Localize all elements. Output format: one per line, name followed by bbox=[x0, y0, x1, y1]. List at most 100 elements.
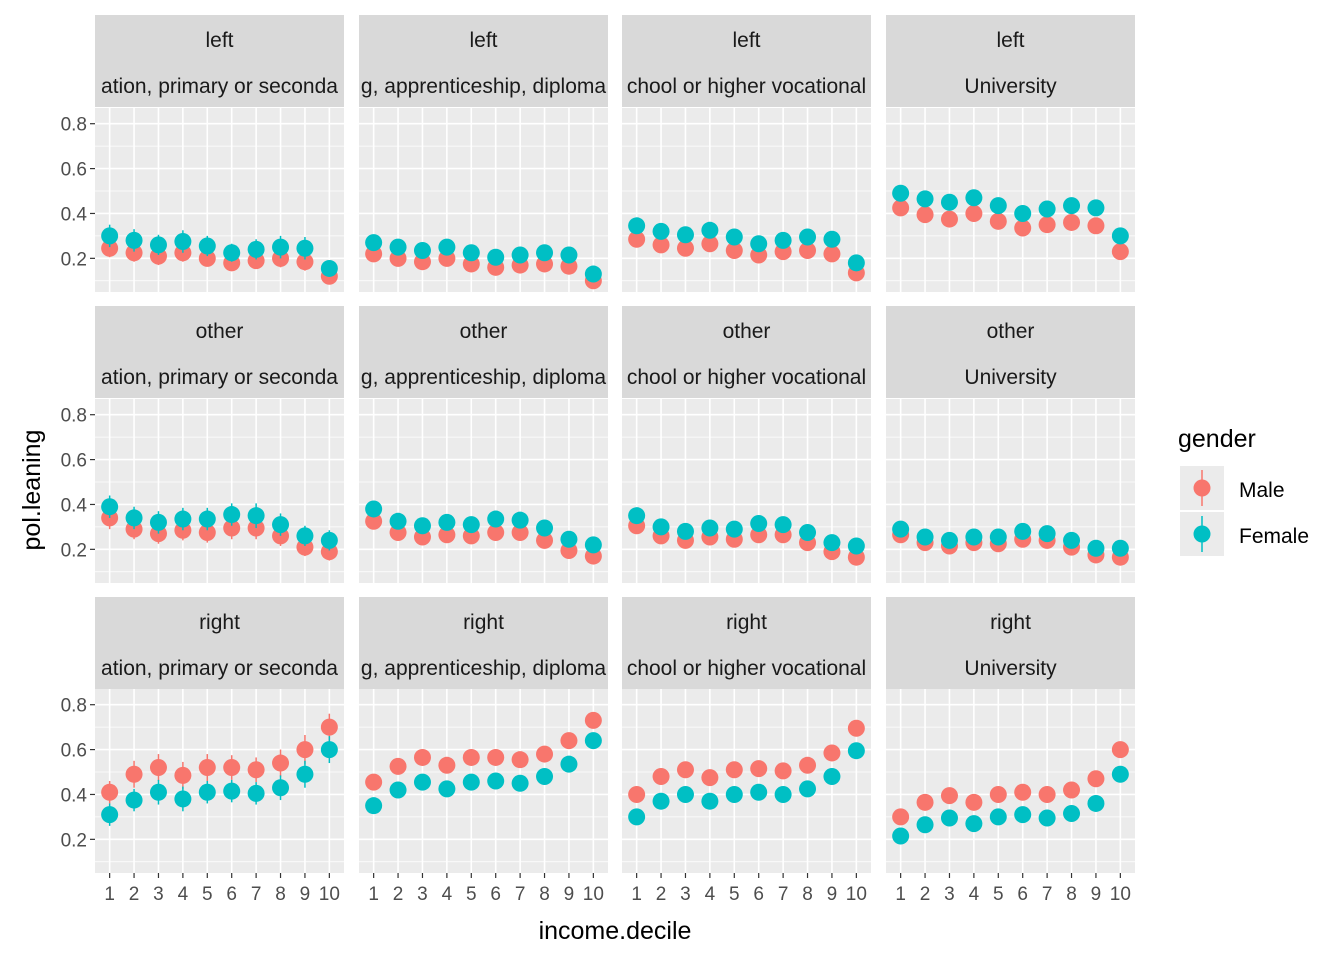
point-male bbox=[198, 249, 216, 267]
point-female bbox=[296, 527, 314, 545]
point-female bbox=[989, 528, 1007, 546]
point-male bbox=[101, 783, 119, 801]
strip-row-label: right bbox=[990, 611, 1031, 634]
point-female bbox=[750, 515, 768, 533]
x-tick-label: 1 bbox=[895, 884, 906, 905]
x-tick-label: 4 bbox=[705, 884, 716, 905]
y-tick-label: 0.4 bbox=[61, 495, 88, 516]
point-male bbox=[1063, 781, 1081, 799]
strip-col-label: ation, primary or seconda bbox=[101, 366, 338, 389]
point-female bbox=[940, 531, 958, 549]
point-female bbox=[389, 238, 407, 256]
strip-row-label: right bbox=[463, 611, 504, 634]
point-female bbox=[247, 507, 265, 525]
point-female bbox=[560, 755, 578, 773]
x-tick-label: 1 bbox=[631, 884, 642, 905]
point-female bbox=[916, 816, 934, 834]
panel-right-2: right g, apprenticeship, diploma 1 2 3 4 5 6 7 8 9… bbox=[359, 597, 608, 905]
x-tick-label: 1 bbox=[368, 884, 379, 905]
x-tick-label: 6 bbox=[1017, 884, 1028, 905]
strip-col-label: g, apprenticeship, diploma bbox=[361, 366, 606, 389]
point-male bbox=[223, 759, 241, 777]
point-female bbox=[462, 773, 480, 791]
point-female bbox=[511, 511, 529, 529]
point-female bbox=[560, 530, 578, 548]
point-male bbox=[1038, 216, 1056, 234]
point-female bbox=[223, 244, 241, 262]
legend-key-point-male bbox=[1193, 479, 1211, 497]
point-female bbox=[1038, 525, 1056, 543]
point-female bbox=[487, 248, 505, 266]
point-female bbox=[296, 239, 314, 257]
point-male bbox=[774, 762, 792, 780]
point-female bbox=[125, 231, 143, 249]
point-female bbox=[101, 227, 119, 245]
x-tick-label: 1 bbox=[104, 884, 115, 905]
point-male bbox=[965, 204, 983, 222]
legend: gender Male Female bbox=[1178, 425, 1309, 556]
point-female bbox=[413, 773, 431, 791]
point-female bbox=[799, 524, 817, 542]
point-female bbox=[198, 783, 216, 801]
x-tick-label: 10 bbox=[1110, 884, 1131, 905]
point-female bbox=[799, 228, 817, 246]
x-tick-label: 7 bbox=[1042, 884, 1053, 905]
point-female bbox=[1063, 197, 1081, 215]
y-tick-label: 0.8 bbox=[61, 696, 87, 717]
strip-col-label: University bbox=[964, 75, 1057, 98]
point-male bbox=[652, 768, 670, 786]
point-female bbox=[413, 241, 431, 259]
point-female bbox=[892, 184, 910, 202]
y-tick-label: 0.2 bbox=[61, 249, 87, 270]
x-tick-label: 4 bbox=[178, 884, 189, 905]
point-female bbox=[125, 509, 143, 527]
x-tick-label: 3 bbox=[944, 884, 955, 905]
point-female bbox=[125, 791, 143, 809]
point-male bbox=[847, 719, 865, 737]
x-tick-label: 4 bbox=[442, 884, 453, 905]
x-tick-label: 8 bbox=[1066, 884, 1077, 905]
strip-background bbox=[359, 597, 608, 689]
strip-background bbox=[622, 15, 871, 107]
point-female bbox=[438, 513, 456, 531]
y-tick-label: 0.2 bbox=[61, 540, 87, 561]
strip-row-label: right bbox=[199, 611, 240, 634]
panel-other-3: other chool or higher vocational bbox=[622, 306, 871, 583]
point-female bbox=[1087, 199, 1105, 217]
point-male bbox=[101, 239, 119, 257]
point-female bbox=[149, 783, 167, 801]
panel-left-1: left ation, primary or seconda 0.2 0.4 0.6 0.… bbox=[61, 15, 344, 292]
point-female bbox=[365, 500, 383, 518]
point-female bbox=[198, 510, 216, 528]
strip-col-label: g, apprenticeship, diploma bbox=[361, 657, 606, 680]
point-male bbox=[892, 199, 910, 217]
point-male bbox=[296, 253, 314, 271]
point-female bbox=[438, 780, 456, 798]
point-male bbox=[823, 245, 841, 263]
point-female bbox=[511, 774, 529, 792]
point-female bbox=[940, 193, 958, 211]
point-female bbox=[272, 238, 290, 256]
x-tick-label: 2 bbox=[656, 884, 667, 905]
point-male bbox=[701, 769, 719, 787]
point-female bbox=[487, 510, 505, 528]
point-female bbox=[584, 265, 602, 283]
strip-row-label: other bbox=[460, 320, 508, 343]
x-tick-label: 6 bbox=[226, 884, 237, 905]
point-male bbox=[198, 759, 216, 777]
point-female bbox=[247, 240, 265, 258]
y-tick-label: 0.6 bbox=[61, 451, 87, 472]
point-male bbox=[676, 761, 694, 779]
point-female bbox=[774, 516, 792, 534]
point-male bbox=[1111, 243, 1129, 261]
point-female bbox=[823, 534, 841, 552]
point-male bbox=[1087, 770, 1105, 788]
point-male bbox=[125, 244, 143, 262]
point-male bbox=[365, 512, 383, 530]
point-male bbox=[965, 793, 983, 811]
point-female bbox=[511, 246, 529, 264]
point-male bbox=[1014, 783, 1032, 801]
x-tick-label: 6 bbox=[753, 884, 764, 905]
point-female bbox=[965, 189, 983, 207]
point-female bbox=[847, 742, 865, 760]
